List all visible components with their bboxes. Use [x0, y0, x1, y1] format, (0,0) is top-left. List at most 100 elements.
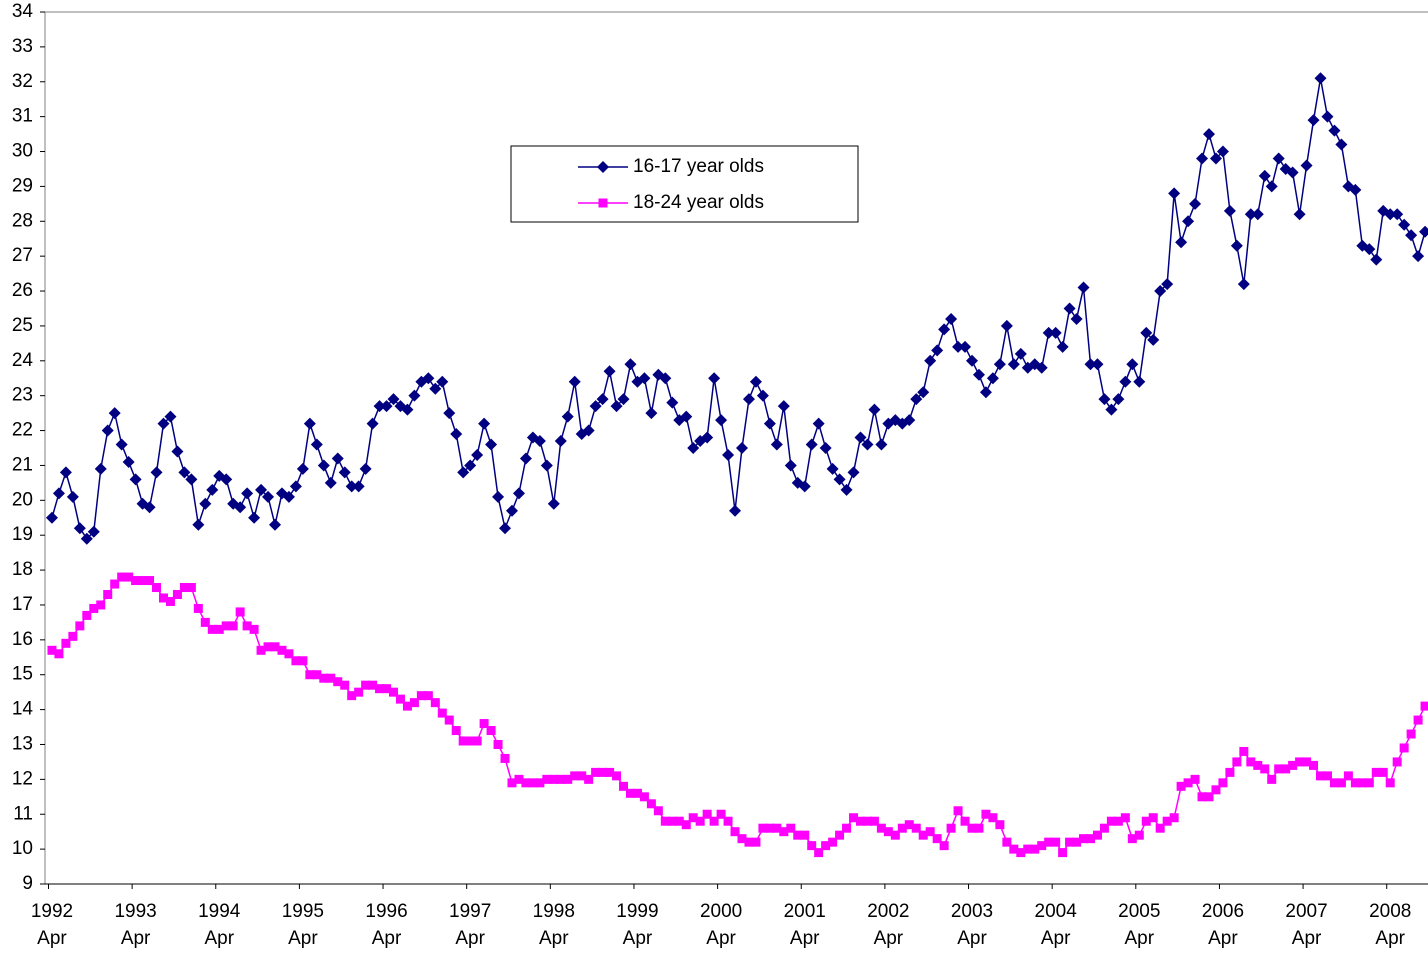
point: [75, 621, 85, 631]
point: [772, 823, 782, 833]
point: [108, 407, 121, 420]
point: [512, 487, 525, 500]
point: [1134, 830, 1144, 840]
point: [303, 417, 316, 430]
point: [974, 823, 984, 833]
y-tick-label: 18: [12, 559, 33, 580]
point: [326, 673, 336, 683]
point: [1329, 778, 1339, 788]
x-tick-label: 2001 Apr: [783, 901, 826, 949]
point: [777, 400, 790, 413]
y-tick-label: 32: [12, 71, 33, 92]
point: [756, 389, 769, 402]
point: [331, 452, 344, 465]
point: [972, 368, 985, 381]
point: [485, 438, 498, 451]
point: [1133, 375, 1146, 388]
point: [1072, 837, 1082, 847]
point: [868, 403, 881, 416]
point: [1328, 124, 1341, 137]
point: [619, 781, 629, 791]
point: [814, 848, 824, 858]
x-tick-label: 2000 Apr: [699, 901, 743, 949]
x-tick-label: 2002 Apr: [867, 901, 910, 949]
point: [624, 358, 637, 371]
point: [737, 834, 747, 844]
point: [312, 670, 322, 680]
point: [1183, 778, 1193, 788]
point: [708, 372, 721, 385]
point: [1267, 774, 1277, 784]
point: [519, 452, 532, 465]
point: [680, 410, 693, 423]
y-tick-label: 21: [12, 454, 33, 475]
point: [995, 820, 1005, 830]
point: [220, 473, 233, 486]
point: [938, 323, 951, 336]
point: [492, 490, 505, 503]
point: [1314, 72, 1327, 85]
y-tick-label: 28: [12, 210, 33, 231]
point: [931, 344, 944, 357]
y-tick-label: 16: [12, 629, 33, 650]
point: [192, 518, 205, 531]
point: [214, 624, 224, 634]
point: [561, 410, 574, 423]
point: [352, 480, 365, 493]
point: [584, 774, 594, 784]
point: [164, 410, 177, 423]
point: [547, 497, 560, 510]
point: [758, 823, 768, 833]
point: [319, 673, 329, 683]
point: [66, 490, 79, 503]
point: [1413, 715, 1423, 725]
point: [451, 726, 461, 736]
point: [478, 417, 491, 430]
point: [207, 624, 217, 634]
point: [701, 431, 714, 444]
point: [338, 466, 351, 479]
point: [345, 480, 358, 493]
point: [911, 823, 921, 833]
point: [653, 806, 663, 816]
point: [472, 736, 482, 746]
point: [206, 483, 219, 496]
y-tick-label: 20: [12, 489, 33, 510]
point: [784, 459, 797, 472]
point: [883, 827, 893, 837]
point: [840, 483, 853, 496]
point: [234, 501, 247, 514]
point: [570, 771, 580, 781]
point: [582, 424, 595, 437]
point: [765, 823, 775, 833]
point: [263, 642, 273, 652]
point: [869, 816, 879, 826]
point: [242, 621, 252, 631]
point: [1246, 757, 1256, 767]
point: [1000, 319, 1013, 332]
point: [854, 431, 867, 444]
point: [382, 684, 392, 694]
point: [255, 483, 268, 496]
point: [408, 389, 421, 402]
point: [1105, 403, 1118, 416]
point: [688, 813, 698, 823]
x-tick-label: 1994 Apr: [198, 901, 241, 949]
point: [101, 424, 114, 437]
y-tick-label: 9: [22, 873, 33, 894]
point: [556, 774, 566, 784]
point: [1398, 218, 1411, 231]
point: [1106, 816, 1116, 826]
point: [416, 691, 426, 701]
point: [1079, 834, 1089, 844]
point: [1023, 844, 1033, 854]
point: [1343, 771, 1353, 781]
point: [1175, 236, 1188, 249]
point: [842, 823, 852, 833]
point: [1260, 764, 1270, 774]
point: [80, 532, 93, 545]
point: [493, 739, 503, 749]
point: [1350, 778, 1360, 788]
x-tick-label: 1995 Apr: [281, 901, 325, 949]
point: [228, 621, 238, 631]
